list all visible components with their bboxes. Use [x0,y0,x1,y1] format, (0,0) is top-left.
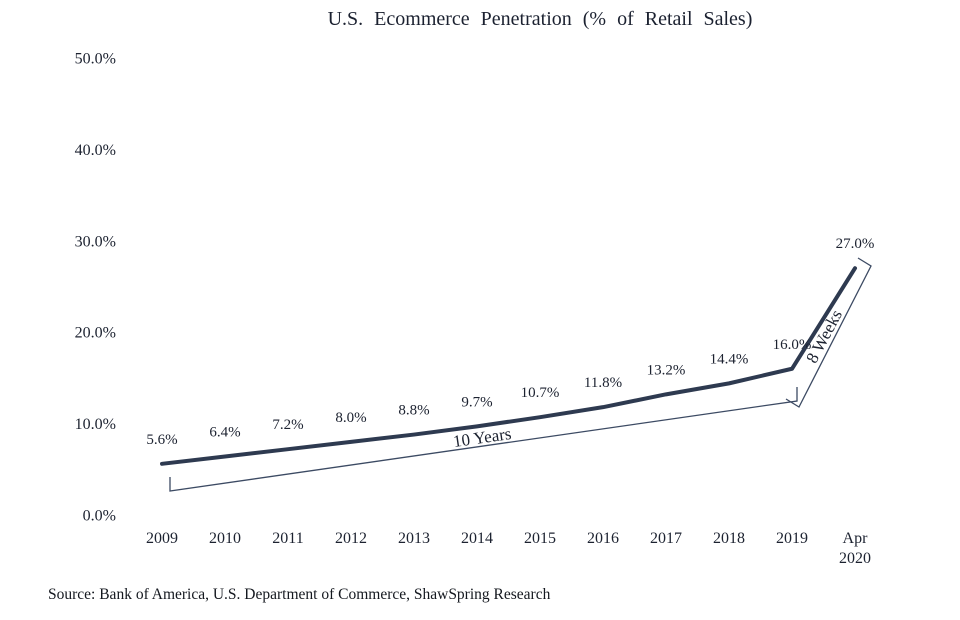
x-tick-label: 2017 [650,530,682,547]
x-tick-label: 2012 [335,530,367,547]
y-tick-label: 40.0% [75,142,116,159]
data-label: 11.8% [584,375,622,391]
x-tick-label: 2013 [398,530,430,547]
data-label: 9.7% [461,394,492,410]
x-tick-label: 2019 [776,530,808,547]
data-label: 8.8% [398,403,429,419]
y-tick-label: 50.0% [75,51,116,68]
x-tick-label: Apr 2020 [839,530,871,567]
data-label: 27.0% [836,236,875,252]
eight-weeks-bracket [785,257,872,408]
x-tick-label: 2010 [209,530,241,547]
data-label: 7.2% [272,417,303,433]
data-label: 16.0% [773,337,812,353]
y-tick-label: 20.0% [75,325,116,342]
y-tick-label: 10.0% [75,416,116,433]
data-label: 10.7% [521,385,560,401]
data-label: 14.4% [710,351,749,367]
chart-title: U.S. Ecommerce Penetration (% of Retail … [327,8,753,30]
ten-years-bracket [169,387,798,492]
data-label: 13.2% [647,362,686,378]
data-label: 8.0% [335,410,366,426]
x-tick-label: 2009 [146,530,178,547]
source-attribution: Source: Bank of America, U.S. Department… [48,586,551,603]
y-tick-label: 30.0% [75,233,116,250]
x-tick-label: 2014 [461,530,493,547]
x-tick-label: 2016 [587,530,619,547]
x-tick-label: 2011 [272,530,303,547]
x-tick-label: 2015 [524,530,556,547]
x-tick-label: 2018 [713,530,745,547]
data-label: 5.6% [146,432,177,448]
data-label: 6.4% [209,425,240,441]
series-line [160,266,857,466]
y-tick-label: 0.0% [83,508,116,525]
